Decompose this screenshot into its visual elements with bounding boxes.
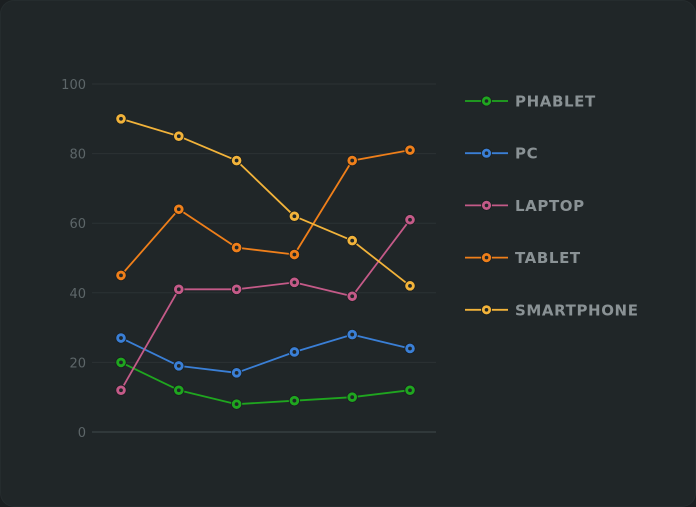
data-point-smartphone[interactable] [173,130,185,142]
data-point-phablet[interactable] [346,391,358,403]
series-line-pc [120,333,411,374]
legend-item-phablet[interactable]: PHABLET [465,93,596,111]
data-point-phablet[interactable] [231,398,243,410]
data-point-tablet[interactable] [346,154,358,167]
legend-label-pc: PC [515,145,538,163]
y-tick-label: 60 [69,217,86,232]
y-tick-label: 100 [61,78,86,93]
data-point-smartphone[interactable] [231,154,243,167]
series-line-laptop [120,219,411,391]
data-point-pc[interactable] [288,346,300,358]
data-point-pc[interactable] [173,360,185,372]
data-point-laptop[interactable] [346,290,358,302]
grid-lines [92,83,436,433]
legend-item-tablet[interactable]: TABLET [465,249,581,267]
series-line-smartphone [120,117,411,287]
y-tick-label: 80 [69,148,86,163]
data-point-laptop[interactable] [115,384,127,396]
data-point-phablet[interactable] [404,384,416,396]
data-point-tablet[interactable] [115,269,127,281]
data-point-pc[interactable] [404,342,416,355]
y-tick-label: 20 [69,356,86,371]
data-point-smartphone[interactable] [404,280,416,292]
data-point-pc[interactable] [231,367,243,379]
y-axis-ticks: 0 20 40 60 80 100 [61,78,86,441]
data-point-laptop[interactable] [404,214,416,226]
data-point-tablet[interactable] [288,248,300,261]
series-points [115,113,416,410]
data-point-phablet[interactable] [115,356,127,368]
legend-label-phablet: PHABLET [515,93,596,111]
series-line-tablet [120,149,411,276]
data-point-smartphone[interactable] [346,235,358,247]
data-point-laptop[interactable] [288,276,300,288]
data-point-tablet[interactable] [173,203,185,215]
data-point-laptop[interactable] [231,283,243,295]
data-point-phablet[interactable] [288,395,300,407]
data-point-phablet[interactable] [173,384,185,396]
legend: PHABLET PC LAPTOP TABLET SMARTPHONE [465,93,639,319]
legend-label-smartphone: SMARTPHONE [515,301,639,319]
data-point-pc[interactable] [115,332,127,344]
data-point-laptop[interactable] [173,283,185,295]
legend-item-pc[interactable]: PC [465,145,538,163]
y-tick-label: 0 [78,426,86,441]
data-point-tablet[interactable] [231,241,243,254]
data-point-tablet[interactable] [404,144,416,156]
series-lines [120,117,411,406]
legend-label-laptop: LAPTOP [515,197,585,215]
series-line-phablet [120,361,411,406]
data-point-smartphone[interactable] [288,210,300,222]
y-tick-label: 40 [69,287,86,302]
data-point-smartphone[interactable] [115,113,127,125]
data-point-pc[interactable] [346,328,358,341]
legend-item-smartphone[interactable]: SMARTPHONE [465,301,639,319]
legend-item-laptop[interactable]: LAPTOP [465,197,585,215]
legend-label-tablet: TABLET [515,249,581,267]
